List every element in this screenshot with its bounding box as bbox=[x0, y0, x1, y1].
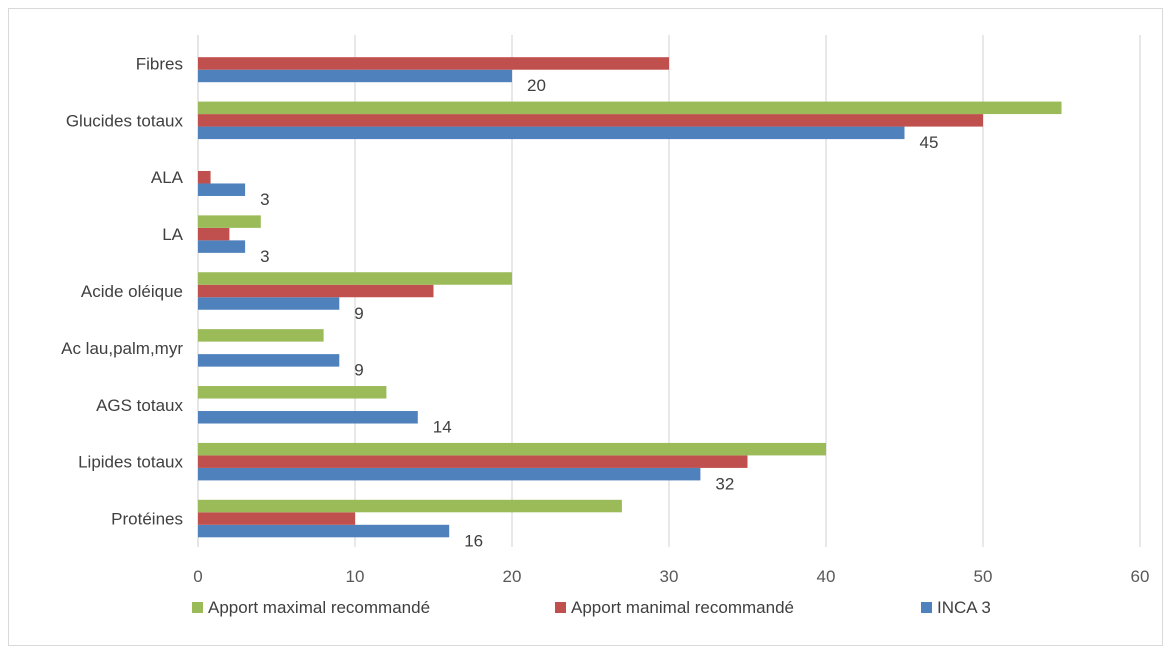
legend-label-inca-3: INCA 3 bbox=[937, 598, 991, 617]
bar-apport-manimal-recommande-fibres bbox=[198, 57, 669, 70]
bar-apport-manimal-recommande-proteines bbox=[198, 512, 355, 525]
data-label-la: 3 bbox=[260, 247, 269, 266]
bar-apport-maximal-recommande-ags-totaux bbox=[198, 386, 387, 399]
data-label-proteines: 16 bbox=[464, 531, 483, 550]
data-label-lipides-totaux: 32 bbox=[715, 474, 734, 493]
legend-label-apport-maximal-recommande: Apport maximal recommandé bbox=[208, 598, 430, 617]
category-label-la: LA bbox=[162, 225, 183, 244]
data-label-ala: 3 bbox=[260, 190, 269, 209]
category-label-acide-oleique: Acide oléique bbox=[81, 282, 183, 301]
data-label-glucides-totaux: 45 bbox=[920, 133, 939, 152]
bar-apport-maximal-recommande-glucides-totaux bbox=[198, 101, 1062, 115]
x-tick-label: 60 bbox=[1131, 567, 1150, 586]
data-label-ags-totaux: 14 bbox=[433, 418, 452, 437]
legend-label-apport-manimal-recommande: Apport manimal recommandé bbox=[571, 598, 794, 617]
bar-inca-3-ags-totaux bbox=[198, 411, 418, 424]
category-label-ac-lau-palm-myr: Ac lau,palm,myr bbox=[61, 339, 183, 358]
bar-inca-3-lipides-totaux bbox=[198, 467, 701, 481]
bar-inca-3-fibres bbox=[198, 69, 512, 83]
bar-apport-maximal-recommande-proteines bbox=[198, 499, 622, 513]
x-tick-label: 20 bbox=[503, 567, 522, 586]
category-label-ala: ALA bbox=[151, 168, 184, 187]
bar-inca-3-ala bbox=[198, 183, 246, 196]
bar-inca-3-la bbox=[198, 240, 246, 253]
x-tick-label: 0 bbox=[193, 567, 202, 586]
data-label-fibres: 20 bbox=[527, 76, 546, 95]
data-label-ac-lau-palm-myr: 9 bbox=[354, 361, 363, 380]
chart-frame: Protéines Lipides totaux AGS totaux Ac lau,… bbox=[8, 8, 1163, 646]
bar-inca-3-acide-oleique bbox=[198, 297, 340, 310]
category-label-fibres: Fibres bbox=[136, 54, 183, 73]
data-label-acide-oleique: 9 bbox=[354, 304, 363, 323]
category-label-glucides-totaux: Glucides totaux bbox=[66, 111, 184, 130]
legend-swatch-apport-maximal-recommande bbox=[192, 602, 203, 613]
bar-chart: Protéines Lipides totaux AGS totaux Ac lau,… bbox=[61, 35, 1149, 617]
x-tick-label: 50 bbox=[974, 567, 993, 586]
bar-inca-3-ac-lau-palm-myr bbox=[198, 354, 340, 367]
category-labels: Protéines Lipides totaux AGS totaux Ac lau,… bbox=[61, 54, 184, 528]
bar-apport-manimal-recommande-ala bbox=[198, 170, 211, 184]
bar-inca-3-proteines bbox=[198, 524, 450, 538]
legend-swatch-apport-manimal-recommande bbox=[555, 602, 566, 613]
bar-apport-maximal-recommande-lipides-totaux bbox=[198, 442, 826, 456]
category-label-ags-totaux: AGS totaux bbox=[96, 396, 183, 415]
legend-swatch-inca-3 bbox=[921, 602, 932, 613]
bars bbox=[198, 57, 1062, 538]
legend: Apport maximal recommandé Apport manimal … bbox=[192, 598, 991, 617]
bar-apport-maximal-recommande-la bbox=[198, 215, 261, 228]
x-tick-label: 40 bbox=[817, 567, 836, 586]
bar-apport-manimal-recommande-lipides-totaux bbox=[198, 455, 748, 468]
bar-inca-3-glucides-totaux bbox=[198, 126, 905, 140]
bar-apport-manimal-recommande-acide-oleique bbox=[198, 284, 434, 298]
bar-apport-manimal-recommande-la bbox=[198, 227, 230, 241]
x-tick-label: 10 bbox=[346, 567, 365, 586]
bar-apport-manimal-recommande-glucides-totaux bbox=[198, 114, 983, 127]
x-tick-labels: 0 10 20 30 40 50 60 bbox=[193, 567, 1149, 586]
x-tick-label: 30 bbox=[660, 567, 679, 586]
bar-apport-maximal-recommande-acide-oleique bbox=[198, 272, 512, 285]
category-label-proteines: Protéines bbox=[111, 510, 183, 529]
data-labels: 16 32 14 9 9 3 3 45 20 bbox=[260, 76, 938, 550]
bar-apport-maximal-recommande-ac-lau-palm-myr bbox=[198, 329, 324, 342]
category-label-lipides-totaux: Lipides totaux bbox=[78, 453, 183, 472]
